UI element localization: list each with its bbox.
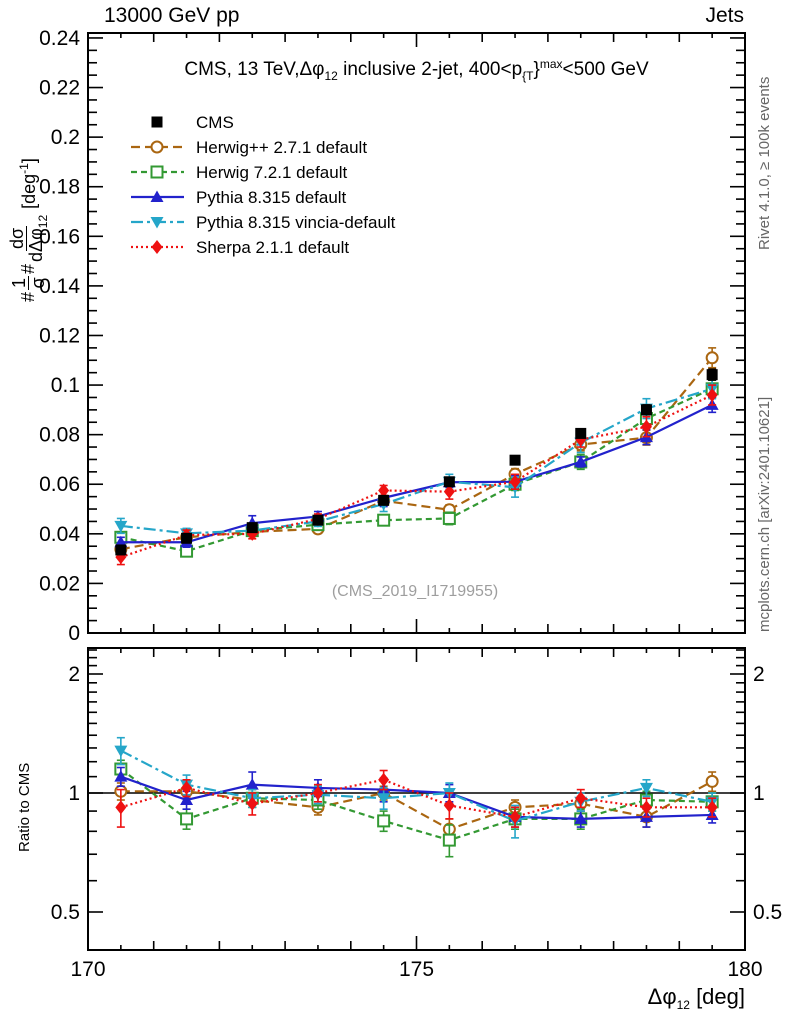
ratio-y-tick-labels: 2 2 1 1 0.5 0.5 xyxy=(51,663,782,924)
main-y-ticks xyxy=(89,37,744,622)
svg-text:0: 0 xyxy=(68,622,80,645)
analysis-group-label: Jets xyxy=(705,4,744,27)
svg-text:0.02: 0.02 xyxy=(39,572,80,595)
ylabel-units: [deg-1] xyxy=(17,158,40,209)
ratio-y-ticks xyxy=(89,649,744,913)
svg-text:1: 1 xyxy=(753,782,765,805)
series-pythia-8-315-default-main xyxy=(114,396,719,549)
svg-text:0.12: 0.12 xyxy=(39,324,80,347)
svg-text:170: 170 xyxy=(70,958,105,981)
legend-item-pythia-8-315-default: Pythia 8.315 default xyxy=(131,188,347,207)
series-herwig-7-2-1-default-main xyxy=(114,379,719,558)
legend-label: Pythia 8.315 default xyxy=(196,188,347,207)
svg-text:0.06: 0.06 xyxy=(39,473,80,496)
mcplots-arxiv-note: mcplots.cern.ch [arXiv:2401.10621] xyxy=(756,396,773,632)
svg-text:0.5: 0.5 xyxy=(51,901,80,924)
legend-label: Herwig 7.2.1 default xyxy=(196,163,347,182)
svg-text:0.5: 0.5 xyxy=(753,901,782,924)
legend: CMS Herwig++ 2.7.1 default Herwig 7.2.1 de… xyxy=(131,113,396,257)
ylabel-hash1: # xyxy=(18,291,39,302)
svg-text:175: 175 xyxy=(399,958,434,981)
svg-text:0.04: 0.04 xyxy=(39,523,80,546)
svg-text:1: 1 xyxy=(68,782,80,805)
series-pythia-8-315-default-ratio xyxy=(114,766,719,828)
title-text2: inclusive 2-jet, 400<p xyxy=(337,59,523,80)
svg-text:0.08: 0.08 xyxy=(39,424,80,447)
legend-item-herwig-7-2-1-default: Herwig 7.2.1 default xyxy=(131,163,347,182)
series-pythia-8-315-vincia-default-ratio xyxy=(114,736,719,839)
title-brace: } xyxy=(533,59,540,80)
rivet-version-note: Rivet 4.1.0, ≥ 100k events xyxy=(756,76,773,250)
svg-text:0.18: 0.18 xyxy=(39,176,80,199)
legend-label: CMS xyxy=(196,113,234,132)
main-y-tick-labels: 0.02 0.04 0.06 0.08 0.1 0.12 0.14 0.16 0.18 0.2 0.… xyxy=(39,27,80,645)
beam-energy-label: 13000 GeV pp xyxy=(104,4,240,27)
plot-title: CMS, 13 TeV,Δφ12 inclusive 2-jet, 400<p{… xyxy=(88,57,745,83)
legend-label: Herwig++ 2.7.1 default xyxy=(196,138,367,157)
svg-text:2: 2 xyxy=(753,663,765,686)
svg-text:180: 180 xyxy=(727,958,762,981)
legend-item-sherpa-2-1-1-default: Sherpa 2.1.1 default xyxy=(131,238,349,257)
legend-item-herwig-2-7-1-default: Herwig++ 2.7.1 default xyxy=(131,138,367,157)
x-axis-label: Δφ12 [deg] xyxy=(647,984,745,1012)
ylabel-frac-dsigma: dσ dΔφ12 xyxy=(7,214,51,262)
svg-text:0.2: 0.2 xyxy=(51,126,80,149)
svg-text:2: 2 xyxy=(68,663,80,686)
series-cms-main xyxy=(115,368,718,556)
series-herwig-2-7-1-default-main xyxy=(114,347,719,556)
series-sherpa-2-1-1-default-ratio xyxy=(115,769,718,828)
series-herwig-7-2-1-default-ratio xyxy=(114,759,719,858)
svg-text:0.22: 0.22 xyxy=(39,77,80,100)
series-pythia-8-315-vincia-default-main xyxy=(114,378,719,540)
x-axis-ticks xyxy=(87,33,746,950)
ylabel-hash2: # xyxy=(18,263,39,274)
legend-item-cms: CMS xyxy=(151,113,234,132)
legend-item-pythia-8-315-vincia-default: Pythia 8.315 vincia-default xyxy=(131,213,396,232)
legend-label: Pythia 8.315 vincia-default xyxy=(196,213,396,232)
title-pt-sub: {T xyxy=(522,69,534,83)
svg-text:0.1: 0.1 xyxy=(51,374,80,397)
svg-text:0.16: 0.16 xyxy=(39,225,80,248)
title-text3: <500 GeV xyxy=(562,59,649,80)
legend-label: Sherpa 2.1.1 default xyxy=(196,238,349,257)
svg-text:0.14: 0.14 xyxy=(39,275,80,298)
title-text: CMS, 13 TeV, xyxy=(184,59,300,80)
title-dphi: Δφ xyxy=(299,59,325,80)
title-dphi-sub: 12 xyxy=(324,69,338,83)
x-axis-tick-labels: 170 175 180 xyxy=(70,958,762,981)
title-max-sup: max xyxy=(539,57,563,71)
analysis-id-watermark: (CMS_2019_I1719955) xyxy=(331,583,499,600)
svg-text:0.24: 0.24 xyxy=(39,27,80,50)
ratio-axis-label: Ratio to CMS xyxy=(16,762,33,852)
